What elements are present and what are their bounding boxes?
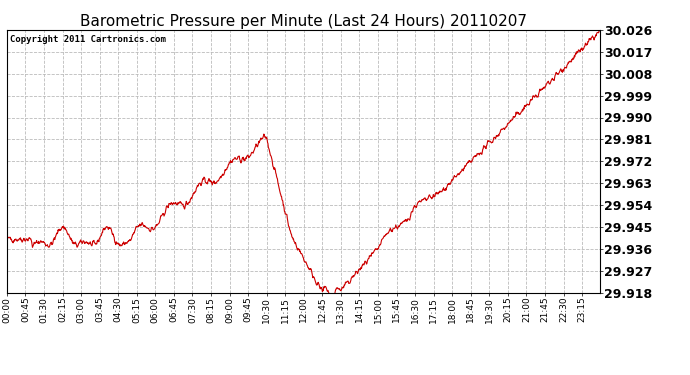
Text: Copyright 2011 Cartronics.com: Copyright 2011 Cartronics.com [10, 35, 166, 44]
Title: Barometric Pressure per Minute (Last 24 Hours) 20110207: Barometric Pressure per Minute (Last 24 … [80, 14, 527, 29]
